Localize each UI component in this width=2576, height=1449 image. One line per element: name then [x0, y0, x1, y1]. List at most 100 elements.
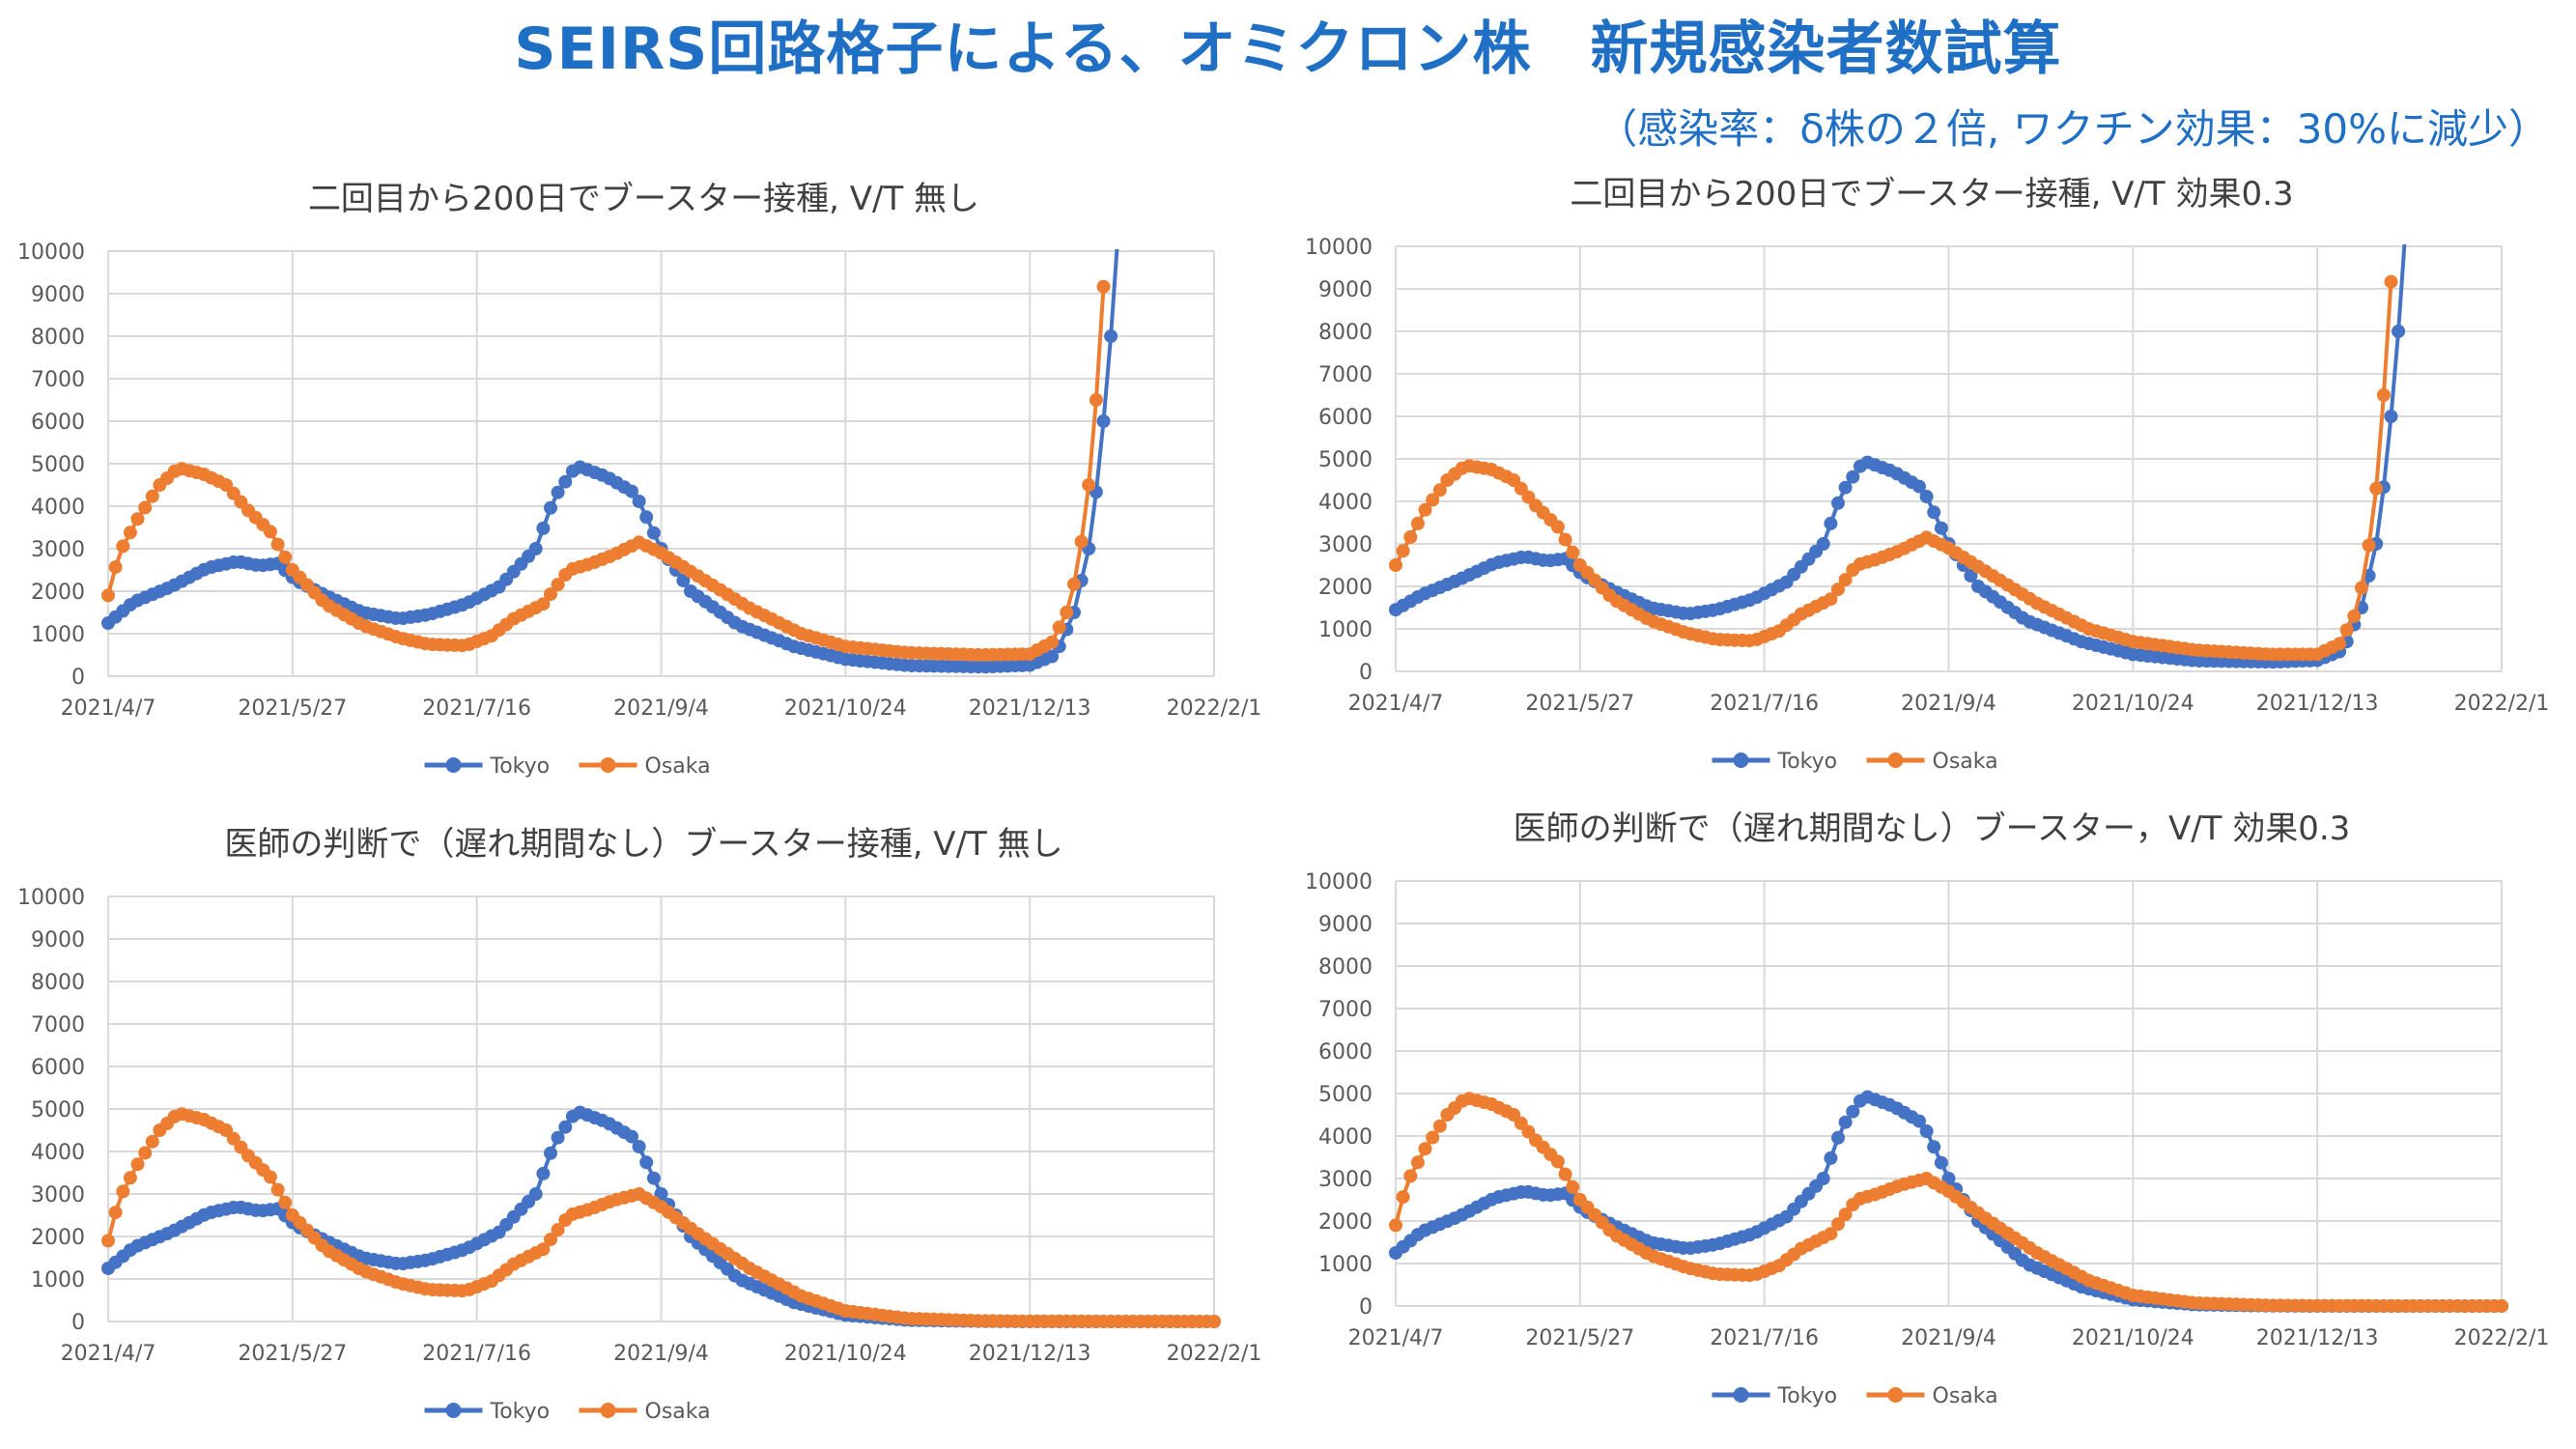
- x-tick-label: 2021/10/24: [784, 1342, 907, 1366]
- y-tick-label: 5000: [1318, 1083, 1373, 1107]
- y-tick-label: 8000: [1318, 955, 1373, 980]
- data-point-tokyo: [1045, 649, 1060, 664]
- data-point-osaka: [2384, 274, 2398, 289]
- data-point-osaka: [108, 560, 123, 575]
- data-point-tokyo: [558, 1120, 573, 1134]
- y-tick-label: 3000: [1318, 1168, 1373, 1192]
- data-point-osaka: [1410, 1155, 1425, 1170]
- data-point-osaka: [1096, 279, 1111, 294]
- x-tick-label: 2021/5/27: [238, 696, 347, 721]
- data-point-tokyo: [528, 542, 543, 555]
- data-point-osaka: [1389, 1218, 1402, 1233]
- y-tick-label: 5000: [31, 453, 85, 477]
- data-point-osaka: [1418, 502, 1432, 517]
- chart-title: 医師の判断で（遅れ期間なし）ブースター接種, V/T 無し: [224, 825, 1063, 864]
- data-point-osaka: [2333, 637, 2347, 651]
- chart-panel-bottom-right: 医師の判断で（遅れ期間なし）ブースター，V/T 効果0.3 0 1000 2000 3…: [1288, 794, 2576, 1422]
- data-point-osaka: [1403, 530, 1418, 544]
- legend-label: Tokyo: [490, 1400, 551, 1424]
- data-point-osaka: [2495, 1299, 2508, 1313]
- data-point-osaka: [1052, 620, 1066, 635]
- data-point-tokyo: [1934, 521, 1948, 535]
- y-tick-label: 10000: [17, 241, 85, 265]
- data-point-osaka: [278, 1195, 293, 1209]
- data-point-osaka: [263, 525, 277, 539]
- data-point-tokyo: [646, 1171, 661, 1185]
- data-point-tokyo: [2384, 410, 2398, 423]
- data-point-tokyo: [1112, 223, 1125, 237]
- legend-marker-osaka: [1887, 1387, 1904, 1403]
- data-point-osaka: [1074, 534, 1089, 549]
- legend-label: Tokyo: [1777, 1384, 1838, 1408]
- data-point-tokyo: [1824, 1151, 1838, 1165]
- y-tick-label: 2000: [1318, 1210, 1373, 1235]
- y-tick-label: 5000: [1318, 448, 1373, 472]
- data-point-osaka: [1566, 545, 1580, 559]
- legend-marker-tokyo: [445, 1403, 462, 1418]
- data-point-osaka: [1558, 1167, 1572, 1181]
- data-point-tokyo: [1824, 516, 1838, 530]
- x-tick-label: 2022/2/1: [2454, 692, 2550, 716]
- data-point-osaka: [544, 587, 557, 602]
- data-point-osaka: [278, 550, 293, 564]
- y-tick-label: 7000: [1318, 363, 1373, 387]
- y-tick-label: 1000: [31, 623, 85, 647]
- data-point-tokyo: [551, 1130, 565, 1145]
- data-point-tokyo: [646, 526, 661, 540]
- page-title: SEIRS回路格子による、オミクロン株 新規感染者数試算: [514, 15, 2062, 83]
- chart-title: 医師の判断で（遅れ期間なし）ブースター，V/T 効果0.3: [1513, 810, 2351, 848]
- plot-area: [101, 1105, 1221, 1328]
- data-point-osaka: [1082, 478, 1096, 492]
- x-tick-label: 2021/9/4: [1901, 692, 1996, 716]
- data-point-tokyo: [2392, 325, 2406, 338]
- data-point-tokyo: [1912, 1114, 1926, 1128]
- data-point-osaka: [1403, 1169, 1418, 1183]
- data-point-tokyo: [632, 495, 646, 508]
- series-line-tokyo: [1394, 244, 2407, 665]
- plot-area: [101, 223, 1125, 674]
- x-tick-label: 2021/4/7: [61, 696, 156, 721]
- x-tick-label: 2021/12/13: [969, 696, 1091, 721]
- legend-marker-osaka: [1887, 753, 1904, 768]
- x-tick-label: 2022/2/1: [2454, 1326, 2550, 1350]
- x-tick-label: 2021/7/16: [422, 1342, 531, 1366]
- data-point-osaka: [1432, 483, 1447, 497]
- page-subtitle: （感染率：δ株の２倍, ワクチン効果：30%に減少）: [1597, 105, 2549, 153]
- x-tick-label: 2021/9/4: [613, 1342, 709, 1366]
- legend-marker-osaka: [600, 757, 616, 773]
- legend-label: Osaka: [1933, 1384, 1998, 1408]
- data-point-osaka: [2339, 623, 2354, 638]
- y-tick-label: 3000: [31, 538, 85, 562]
- data-point-osaka: [101, 1234, 115, 1248]
- data-point-osaka: [551, 1223, 565, 1237]
- x-tick-label: 2021/7/16: [422, 696, 531, 721]
- data-point-osaka: [1396, 544, 1410, 558]
- chart-panel-bottom-left: 医師の判断で（遅れ期間なし）ブースター接種, V/T 無し 0 1000 2000 3…: [0, 810, 1288, 1437]
- y-tick-label: 10000: [1305, 236, 1373, 260]
- y-tick-label: 4000: [31, 496, 85, 520]
- data-point-tokyo: [1927, 1140, 1941, 1154]
- data-point-tokyo: [551, 485, 565, 499]
- x-tick-label: 2021/9/4: [613, 696, 709, 721]
- data-point-tokyo: [632, 1140, 646, 1153]
- data-point-osaka: [2355, 581, 2368, 595]
- data-point-osaka: [270, 1182, 285, 1197]
- data-point-osaka: [263, 1170, 277, 1184]
- y-tick-label: 9000: [1318, 278, 1373, 302]
- x-tick-label: 2021/10/24: [2072, 1326, 2194, 1350]
- legend-label: Osaka: [645, 1400, 711, 1424]
- x-tick-label: 2021/5/27: [1525, 692, 1634, 716]
- data-point-osaka: [544, 1233, 557, 1247]
- data-point-tokyo: [1831, 1130, 1845, 1145]
- x-tick-label: 2021/12/13: [2256, 692, 2379, 716]
- data-point-osaka: [108, 1206, 123, 1220]
- data-point-tokyo: [625, 1129, 638, 1144]
- y-tick-label: 0: [71, 666, 85, 690]
- data-point-osaka: [551, 578, 565, 592]
- x-tick-label: 2021/4/7: [1348, 692, 1444, 716]
- data-point-osaka: [130, 1157, 145, 1172]
- data-point-osaka: [130, 512, 145, 526]
- x-tick-label: 2021/9/4: [1901, 1326, 1996, 1350]
- x-tick-label: 2021/5/27: [238, 1342, 347, 1366]
- data-point-osaka: [1824, 592, 1838, 607]
